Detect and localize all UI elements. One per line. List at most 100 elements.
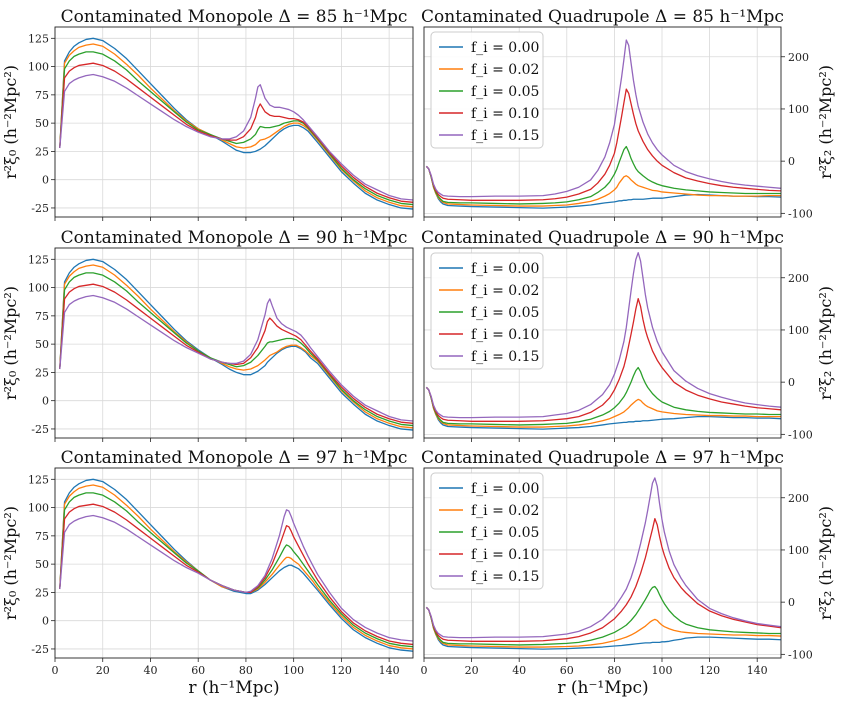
y-axis-label: r²ξ₂ (h⁻²Mpc²) bbox=[816, 506, 835, 620]
y-tick-label: 100 bbox=[788, 544, 809, 557]
plot-frame bbox=[54, 467, 414, 659]
x-tick-label: 60 bbox=[191, 664, 205, 677]
y-axis-label: r²ξ₀ (h⁻²Mpc²) bbox=[1, 65, 20, 179]
plot-frame bbox=[423, 26, 782, 218]
y-tick-label: 50 bbox=[35, 558, 49, 571]
series-line-2 bbox=[425, 165, 781, 207]
legend-label: f_i = 0.15 bbox=[471, 128, 539, 144]
series-line-2 bbox=[59, 264, 413, 429]
series-line-2 bbox=[425, 386, 781, 428]
legend-label: f_i = 0.10 bbox=[471, 547, 539, 563]
y-axis-label: r²ξ₂ (h⁻²Mpc²) bbox=[816, 65, 835, 179]
y-tick-label: -100 bbox=[788, 207, 813, 220]
legend-box bbox=[430, 31, 544, 149]
y-axis-label: r²ξ₂ (h⁻²Mpc²) bbox=[816, 286, 835, 400]
series-line-5 bbox=[425, 252, 781, 419]
y-axis-label: r²ξ₀ (h⁻²Mpc²) bbox=[1, 506, 20, 620]
y-tick-label: 0 bbox=[42, 395, 49, 408]
series-line-3 bbox=[425, 585, 781, 646]
series-line-5 bbox=[59, 294, 413, 422]
y-tick-label: 100 bbox=[28, 61, 49, 74]
legend-label: f_i = 0.10 bbox=[471, 327, 539, 343]
y-tick-label: 50 bbox=[35, 117, 49, 130]
series-line-4 bbox=[425, 88, 781, 201]
y-tick-label: 125 bbox=[28, 32, 49, 45]
series-line-3 bbox=[425, 145, 781, 205]
legend-label: f_i = 0.02 bbox=[471, 283, 539, 299]
y-tick-label: -25 bbox=[31, 423, 49, 436]
chart-panel-4: -100 0 100 200 Contaminated Quadrupole Δ = 9… bbox=[421, 228, 835, 442]
chart-panel-5: 0 20 40 60 80 100 120 140-250255075100125Contam… bbox=[1, 448, 414, 677]
chart-panel-3: -25 0 25 50 75 100 125 Contaminated Monopole Δ … bbox=[1, 228, 414, 442]
legend-label: f_i = 0.05 bbox=[471, 525, 539, 541]
y-tick-label: -100 bbox=[788, 648, 813, 661]
series-line-1 bbox=[425, 165, 781, 209]
series-line-1 bbox=[59, 478, 413, 652]
series-line-1 bbox=[425, 386, 781, 430]
legend: f_i = 0.00 f_i = 0.02 f_i = 0.05 f_i = 0.10… bbox=[430, 472, 544, 590]
plot-frame bbox=[54, 26, 414, 218]
chart-title: Contaminated Monopole Δ = 90 h⁻¹Mpc bbox=[61, 228, 408, 248]
legend-label: f_i = 0.05 bbox=[471, 305, 539, 321]
series-line-4 bbox=[59, 62, 413, 203]
x-tick-label: 120 bbox=[699, 664, 720, 677]
series-line-4 bbox=[59, 283, 413, 424]
series-line-1 bbox=[59, 258, 413, 431]
x-tick-label: 0 bbox=[52, 664, 59, 677]
x-tick-label: 40 bbox=[143, 664, 157, 677]
legend-box bbox=[430, 472, 544, 590]
y-tick-label: 125 bbox=[28, 473, 49, 486]
chart-title: Contaminated Monopole Δ = 85 h⁻¹Mpc bbox=[61, 7, 408, 27]
y-tick-label: -25 bbox=[31, 643, 49, 656]
series-line-4 bbox=[425, 517, 781, 642]
y-tick-label: 50 bbox=[35, 338, 49, 351]
legend-label: f_i = 0.15 bbox=[471, 349, 539, 365]
y-axis-label: r²ξ₀ (h⁻²Mpc²) bbox=[1, 286, 20, 400]
legend-label: f_i = 0.05 bbox=[471, 84, 539, 100]
legend-label: f_i = 0.00 bbox=[471, 481, 539, 497]
plot-frame bbox=[54, 247, 414, 439]
chart-title: Contaminated Quadrupole Δ = 90 h⁻¹Mpc bbox=[421, 228, 784, 248]
series-line-5 bbox=[425, 39, 781, 198]
legend-label: f_i = 0.15 bbox=[471, 569, 539, 585]
x-tick-label: 0 bbox=[421, 664, 428, 677]
x-tick-label: 40 bbox=[512, 664, 526, 677]
legend-label: f_i = 0.02 bbox=[471, 62, 539, 78]
legend: f_i = 0.00 f_i = 0.02 f_i = 0.05 f_i = 0.10… bbox=[430, 252, 544, 370]
y-tick-label: 100 bbox=[788, 324, 809, 337]
y-tick-label: 100 bbox=[788, 103, 809, 116]
series-line-5 bbox=[425, 477, 781, 639]
series-line-1 bbox=[59, 37, 413, 210]
chart-panel-1: -25 0 25 50 75 100 125 Contaminated Monopole Δ … bbox=[1, 7, 414, 221]
series-line-4 bbox=[59, 503, 413, 646]
y-tick-label: 0 bbox=[788, 376, 795, 389]
y-tick-label: 200 bbox=[788, 272, 809, 285]
series-line-5 bbox=[59, 73, 413, 201]
legend-label: f_i = 0.10 bbox=[471, 106, 539, 122]
y-tick-label: 0 bbox=[42, 174, 49, 187]
x-tick-label: 140 bbox=[747, 664, 768, 677]
legend: f_i = 0.00 f_i = 0.02 f_i = 0.05 f_i = 0.10… bbox=[430, 31, 544, 149]
y-tick-label: 75 bbox=[35, 530, 49, 543]
y-tick-label: 200 bbox=[788, 51, 809, 64]
legend-label: f_i = 0.00 bbox=[471, 40, 539, 56]
y-tick-label: 100 bbox=[28, 502, 49, 515]
legend-box bbox=[430, 252, 544, 370]
plot-frame bbox=[423, 467, 782, 659]
y-tick-label: 0 bbox=[42, 615, 49, 628]
chart-panel-6: 0 20 40 60 80 100 120 140 -100 0 100 200 Contaminate… bbox=[421, 448, 836, 677]
chart-title: Contaminated Quadrupole Δ = 85 h⁻¹Mpc bbox=[421, 7, 784, 27]
y-tick-label: 100 bbox=[28, 282, 49, 295]
x-axis-label-left: r (h⁻¹Mpc) bbox=[188, 678, 279, 698]
plot-frame bbox=[423, 247, 782, 439]
y-tick-label: 25 bbox=[35, 366, 49, 379]
x-tick-label: 140 bbox=[379, 664, 400, 677]
series-line-5 bbox=[59, 509, 413, 642]
y-tick-label: 0 bbox=[788, 155, 795, 168]
series-line-3 bbox=[59, 492, 413, 648]
x-tick-label: 80 bbox=[607, 664, 621, 677]
legend-label: f_i = 0.00 bbox=[471, 261, 539, 277]
x-tick-label: 20 bbox=[465, 664, 479, 677]
legend-label: f_i = 0.02 bbox=[471, 503, 539, 519]
